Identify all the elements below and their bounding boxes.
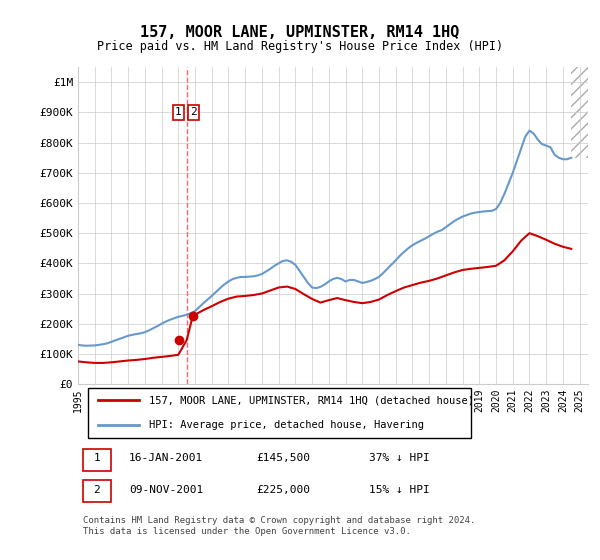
Text: £225,000: £225,000 [257, 485, 311, 495]
Text: 37% ↓ HPI: 37% ↓ HPI [368, 454, 430, 464]
Text: 2: 2 [190, 108, 197, 118]
Text: Contains HM Land Registry data © Crown copyright and database right 2024.
This d: Contains HM Land Registry data © Crown c… [83, 516, 475, 536]
FancyBboxPatch shape [88, 388, 471, 438]
Text: 2: 2 [94, 485, 100, 495]
Text: 09-NOV-2001: 09-NOV-2001 [129, 485, 203, 495]
Text: £145,500: £145,500 [257, 454, 311, 464]
Text: 157, MOOR LANE, UPMINSTER, RM14 1HQ: 157, MOOR LANE, UPMINSTER, RM14 1HQ [140, 25, 460, 40]
Text: HPI: Average price, detached house, Havering: HPI: Average price, detached house, Have… [149, 420, 424, 430]
Bar [571, 67, 588, 158]
Text: 16-JAN-2001: 16-JAN-2001 [129, 454, 203, 464]
Text: 1: 1 [175, 108, 182, 118]
Text: 1: 1 [94, 454, 100, 464]
Text: Price paid vs. HM Land Registry's House Price Index (HPI): Price paid vs. HM Land Registry's House … [97, 40, 503, 53]
FancyBboxPatch shape [83, 449, 111, 471]
Text: 157, MOOR LANE, UPMINSTER, RM14 1HQ (detached house): 157, MOOR LANE, UPMINSTER, RM14 1HQ (det… [149, 395, 475, 405]
Text: 15% ↓ HPI: 15% ↓ HPI [368, 485, 430, 495]
FancyBboxPatch shape [83, 480, 111, 502]
